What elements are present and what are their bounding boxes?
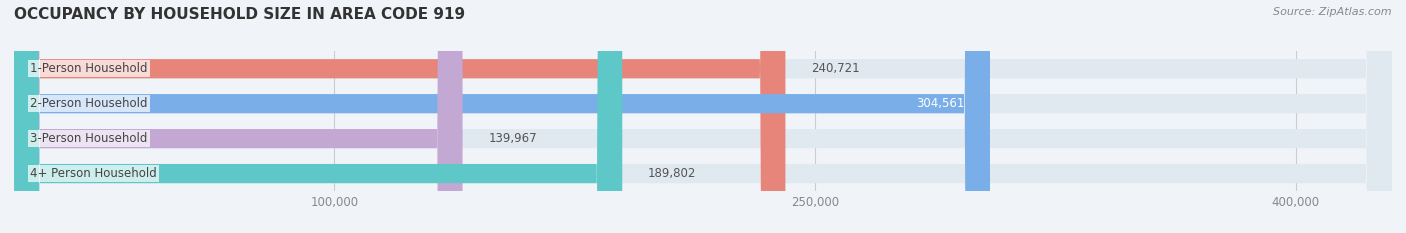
Text: 304,561: 304,561 — [915, 97, 965, 110]
FancyBboxPatch shape — [14, 0, 623, 233]
Text: 240,721: 240,721 — [811, 62, 859, 75]
Text: 139,967: 139,967 — [488, 132, 537, 145]
FancyBboxPatch shape — [14, 0, 463, 233]
Text: 189,802: 189,802 — [648, 167, 696, 180]
Text: 2-Person Household: 2-Person Household — [30, 97, 148, 110]
FancyBboxPatch shape — [14, 0, 1392, 233]
FancyBboxPatch shape — [14, 0, 1392, 233]
Text: Source: ZipAtlas.com: Source: ZipAtlas.com — [1274, 7, 1392, 17]
Text: 1-Person Household: 1-Person Household — [30, 62, 148, 75]
FancyBboxPatch shape — [14, 0, 990, 233]
Text: OCCUPANCY BY HOUSEHOLD SIZE IN AREA CODE 919: OCCUPANCY BY HOUSEHOLD SIZE IN AREA CODE… — [14, 7, 465, 22]
FancyBboxPatch shape — [14, 0, 786, 233]
Text: 4+ Person Household: 4+ Person Household — [30, 167, 157, 180]
FancyBboxPatch shape — [14, 0, 1392, 233]
FancyBboxPatch shape — [14, 0, 1392, 233]
Text: 3-Person Household: 3-Person Household — [30, 132, 148, 145]
